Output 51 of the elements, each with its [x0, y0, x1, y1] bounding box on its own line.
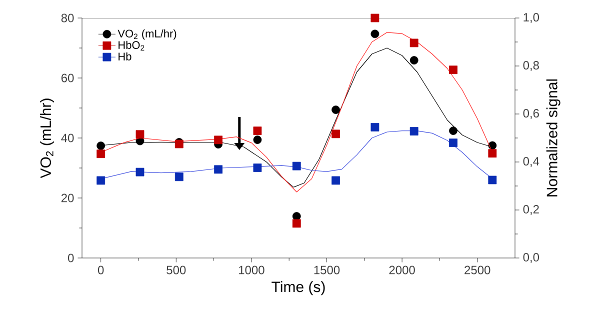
point: [96, 150, 106, 158]
point: [332, 176, 340, 185]
y-tick-label: 20: [61, 194, 74, 202]
point: [96, 142, 106, 150]
point: [370, 30, 380, 38]
point: [214, 136, 223, 144]
point: [253, 136, 262, 144]
point: [292, 219, 301, 228]
x-tick-label: 1500: [314, 266, 340, 274]
point: [253, 164, 262, 172]
point: [136, 168, 144, 176]
y2-tick-label: 1,0: [524, 13, 540, 23]
point: [410, 38, 418, 48]
x-axis-title: Time (s): [272, 281, 325, 296]
point: [449, 66, 458, 74]
y-axis-title: VO$_{2}$ (mL/hr): [40, 98, 54, 178]
point: [253, 126, 262, 135]
point: [449, 138, 458, 147]
legend-label: HbO$_{2}$: [118, 40, 144, 50]
legend-label: Hb: [118, 52, 132, 60]
x-tick-label: 500: [166, 266, 186, 274]
point: [174, 172, 184, 182]
y2-axis-title: Normalized signal: [546, 79, 560, 196]
point: [410, 127, 418, 136]
point: [370, 14, 380, 22]
point: [214, 165, 223, 174]
point: [488, 149, 497, 158]
point: [449, 126, 458, 135]
y-tick-label: 40: [61, 134, 74, 142]
point: [292, 162, 301, 170]
y2-tick-label: 0,0: [523, 253, 540, 263]
legend-label: VO$_{2}$ (mL/hr): [118, 29, 176, 40]
point: [332, 106, 340, 114]
point: [488, 141, 497, 150]
point: [488, 176, 497, 184]
y-tick-label: 60: [61, 74, 74, 82]
x-tick-label: 0: [98, 266, 104, 274]
y-tick-label: 80: [61, 14, 74, 22]
x-tick-label: 2000: [389, 266, 415, 274]
point: [410, 56, 418, 64]
y2-tick-label: 0,8: [523, 61, 539, 71]
y2-tick-label: 0,2: [523, 205, 539, 215]
x-tick-label: 1000: [239, 266, 264, 274]
point: [332, 130, 340, 138]
y-tick-label: 0: [68, 254, 74, 262]
point: [370, 122, 380, 132]
point: [136, 130, 144, 139]
y2-tick-label: 0,6: [523, 109, 539, 119]
y2-tick-label: 0,4: [523, 157, 540, 167]
x-tick-label: 2500: [464, 266, 490, 274]
point: [96, 176, 106, 185]
